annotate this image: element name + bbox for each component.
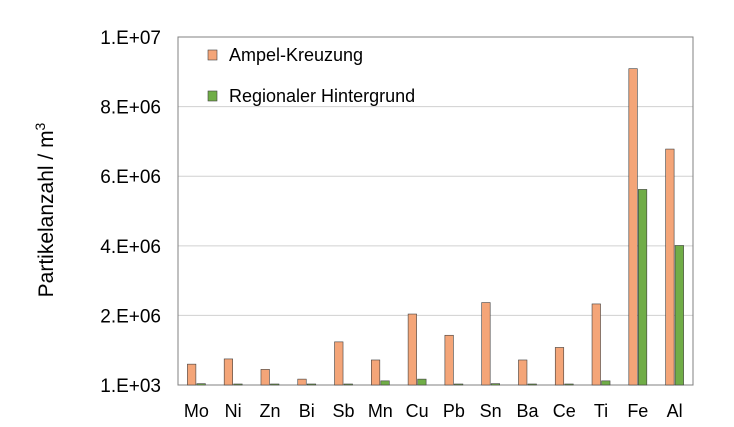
- bar-ampel-kreuzung-ti: [591, 303, 601, 386]
- x-category-label: Zn: [259, 401, 280, 421]
- x-category-label: Sn: [480, 401, 502, 421]
- x-category-label: Fe: [627, 401, 648, 421]
- y-axis-title-superscript: 3: [32, 122, 48, 130]
- bar-regionaler-hintergrund-zn: [270, 383, 280, 386]
- bar-ampel-kreuzung-sn: [481, 302, 491, 386]
- bar-ampel-kreuzung-sb: [334, 341, 344, 386]
- bar-ampel-kreuzung-mn: [371, 359, 381, 386]
- bar-regionaler-hintergrund-pb: [454, 383, 464, 386]
- y-tick-label: 6.E+06: [100, 167, 161, 188]
- x-axis-category-labels: Mo Ni Zn Bi Sb Mn Cu Pb Sn Ba Ce Ti Fe Al: [184, 401, 683, 421]
- legend-swatch: [207, 90, 218, 102]
- bar-regionaler-hintergrund-bi: [306, 383, 317, 386]
- bar-regionaler-hintergrund-ba: [527, 383, 537, 386]
- bar-ampel-kreuzung-cu: [407, 313, 417, 386]
- bar-ampel-kreuzung-al: [665, 148, 675, 386]
- y-axis-title: Partikelanzahl / m3: [32, 122, 58, 297]
- x-category-label: Cu: [406, 401, 429, 421]
- legend: Ampel-Kreuzung Regionaler Hintergrund: [207, 45, 415, 106]
- x-category-label: Ti: [594, 401, 608, 421]
- bars: [187, 68, 684, 386]
- bar-regionaler-hintergrund-fe: [638, 189, 648, 386]
- x-category-label: Ce: [553, 401, 576, 421]
- bar-regionaler-hintergrund-ni: [233, 383, 243, 386]
- y-axis-title-main: Partikelanzahl / m: [35, 130, 58, 297]
- bar-ampel-kreuzung-fe: [628, 68, 638, 386]
- plot-area-frame: [177, 36, 694, 386]
- bar-regionaler-hintergrund-ce: [564, 383, 574, 386]
- bar-ampel-kreuzung-bi: [297, 378, 307, 386]
- y-tick-label: 2.E+06: [100, 306, 161, 327]
- bar-ampel-kreuzung-zn: [260, 369, 270, 386]
- y-tick-label: 4.E+06: [100, 237, 161, 258]
- x-category-label: Al: [667, 401, 683, 421]
- bar-ampel-kreuzung-ba: [518, 359, 528, 386]
- y-tick-label: 1.E+07: [100, 28, 161, 49]
- bar-regionaler-hintergrund-sb: [343, 383, 353, 386]
- bar-ampel-kreuzung-mo: [187, 363, 197, 386]
- legend-label: Regionaler Hintergrund: [229, 86, 415, 106]
- bar-regionaler-hintergrund-sn: [490, 383, 500, 386]
- bar-regionaler-hintergrund-mo: [196, 383, 206, 386]
- bar-ampel-kreuzung-ni: [223, 358, 233, 386]
- x-category-label: Sb: [333, 401, 355, 421]
- bar-ampel-kreuzung-pb: [444, 334, 454, 386]
- bar-regionaler-hintergrund-al: [674, 245, 684, 386]
- x-category-label: Mn: [368, 401, 393, 421]
- y-axis-tick-labels: 1.E+03 2.E+06 4.E+06 6.E+06 8.E+06 1.E+07: [100, 28, 161, 397]
- legend-label: Ampel-Kreuzung: [229, 45, 363, 65]
- y-tick-label: 1.E+03: [100, 376, 161, 397]
- bar-ampel-kreuzung-ce: [554, 347, 565, 386]
- y-tick-label: 8.E+06: [100, 98, 161, 119]
- gridlines: [178, 106, 693, 316]
- legend-swatch: [207, 49, 218, 61]
- x-category-label: Mo: [184, 401, 209, 421]
- x-category-label: Ba: [516, 401, 539, 421]
- bar-regionaler-hintergrund-cu: [417, 378, 427, 386]
- bar-regionaler-hintergrund-mn: [380, 380, 390, 386]
- x-category-label: Pb: [443, 401, 465, 421]
- x-category-label: Bi: [299, 401, 315, 421]
- x-category-label: Ni: [225, 401, 242, 421]
- bar-regionaler-hintergrund-ti: [601, 380, 611, 386]
